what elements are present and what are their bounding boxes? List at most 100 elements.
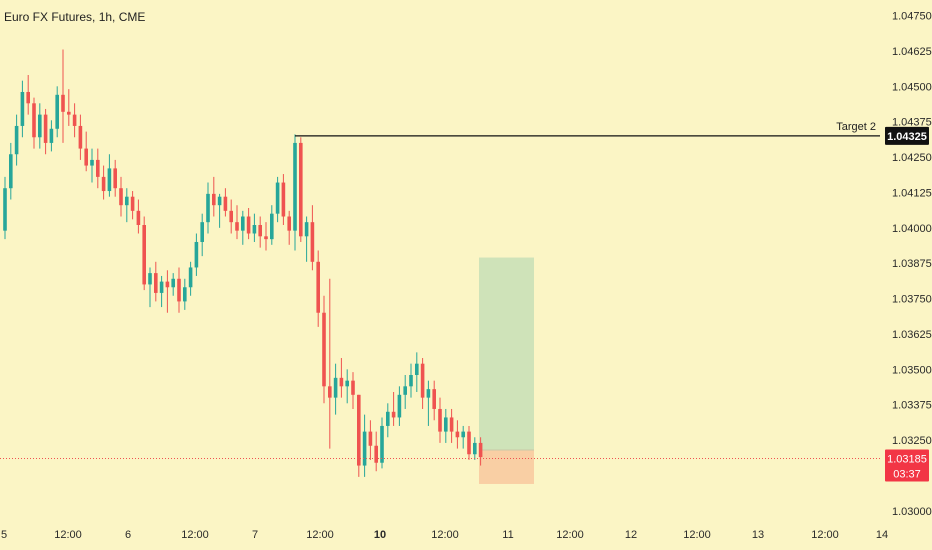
candle-body[interactable] <box>194 241 199 268</box>
candle-body[interactable] <box>246 216 251 234</box>
candle-body[interactable] <box>206 193 210 223</box>
candle-body[interactable] <box>90 159 94 166</box>
candle-body[interactable] <box>154 273 158 293</box>
candle-body[interactable] <box>101 176 106 192</box>
candle-body[interactable] <box>61 94 65 112</box>
candle-body[interactable] <box>241 216 245 231</box>
y-tick-label: 1.04375 <box>892 117 932 129</box>
candle-body[interactable] <box>223 196 228 211</box>
candle-body[interactable] <box>287 216 291 231</box>
candle-body[interactable] <box>212 193 216 206</box>
candle-body[interactable] <box>142 225 146 285</box>
y-tick-label: 1.04250 <box>892 152 932 164</box>
candle-body[interactable] <box>9 154 13 189</box>
candle-body[interactable] <box>78 125 83 149</box>
profit-zone[interactable] <box>479 257 534 450</box>
candle-body[interactable] <box>113 168 117 189</box>
candle-body[interactable] <box>136 210 141 225</box>
candle-body[interactable] <box>229 210 233 223</box>
candle-body[interactable] <box>310 222 315 262</box>
candle-body[interactable] <box>409 375 413 387</box>
candle-body[interactable] <box>119 188 123 206</box>
candle-body[interactable] <box>125 196 129 206</box>
candle-body[interactable] <box>386 411 390 426</box>
candle-body[interactable] <box>49 128 54 143</box>
candle-body[interactable] <box>252 225 257 234</box>
candle-body[interactable] <box>444 417 448 432</box>
candle-body[interactable] <box>264 236 268 240</box>
candle-body[interactable] <box>43 114 48 143</box>
candle-body[interactable] <box>316 261 320 313</box>
candle-body[interactable] <box>339 377 344 387</box>
candle-body[interactable] <box>107 168 112 192</box>
candle-body[interactable] <box>130 196 135 211</box>
candle-body[interactable] <box>362 431 367 466</box>
x-tick-label: 12:00 <box>306 529 334 541</box>
candle-body[interactable] <box>473 442 477 455</box>
x-tick-label: 7 <box>252 529 258 541</box>
candle-body[interactable] <box>20 91 25 126</box>
candle-body[interactable] <box>55 94 59 129</box>
candle-body[interactable] <box>299 142 303 237</box>
candle-body[interactable] <box>351 380 355 395</box>
candle-body[interactable] <box>380 425 384 463</box>
loss-zone[interactable] <box>479 450 534 484</box>
candle-body[interactable] <box>304 222 309 237</box>
candle-body[interactable] <box>183 287 187 302</box>
candle-body[interactable] <box>328 386 332 398</box>
candle-body[interactable] <box>368 431 373 446</box>
x-tick-label: 11 <box>502 529 513 541</box>
candle-body[interactable] <box>3 188 7 231</box>
x-tick-label: 5 <box>1 529 7 541</box>
candle-body[interactable] <box>432 389 436 409</box>
x-tick-label: 13 <box>752 529 764 541</box>
candle-body[interactable] <box>455 431 460 438</box>
candle-body[interactable] <box>275 182 280 214</box>
candle-body[interactable] <box>96 159 100 177</box>
candle-body[interactable] <box>426 389 431 398</box>
candle-body[interactable] <box>270 213 274 240</box>
candle-body[interactable] <box>177 278 181 302</box>
y-tick-label: 1.03000 <box>892 506 932 518</box>
candle-body[interactable] <box>293 142 297 231</box>
y-tick-label: 1.03625 <box>892 329 932 341</box>
candle-body[interactable] <box>438 408 442 432</box>
candle-body[interactable] <box>159 281 164 293</box>
candle-body[interactable] <box>403 386 407 395</box>
candle-body[interactable] <box>374 445 378 463</box>
candle-body[interactable] <box>217 196 222 206</box>
candle-body[interactable] <box>420 363 425 398</box>
candle-body[interactable] <box>67 111 71 115</box>
candle-body[interactable] <box>478 442 483 458</box>
candle-body[interactable] <box>322 312 326 387</box>
candle-body[interactable] <box>258 225 262 237</box>
candle-body[interactable] <box>357 394 361 466</box>
candle-body[interactable] <box>32 103 36 138</box>
x-tick-label: 12:00 <box>811 529 839 541</box>
candle-body[interactable] <box>345 380 349 387</box>
candle-body[interactable] <box>200 222 204 242</box>
candle-body[interactable] <box>84 148 88 166</box>
candle-body[interactable] <box>26 91 30 104</box>
candle-body[interactable] <box>415 363 419 375</box>
candle-body[interactable] <box>188 267 193 288</box>
candle-body[interactable] <box>333 377 338 398</box>
candle-body[interactable] <box>391 411 396 418</box>
candle-body[interactable] <box>165 281 170 288</box>
candle-body[interactable] <box>171 278 175 288</box>
candle-body[interactable] <box>14 125 19 155</box>
candle-body[interactable] <box>397 394 402 418</box>
candle-body[interactable] <box>449 417 454 432</box>
target-price-badge <box>885 126 929 145</box>
candle-body[interactable] <box>72 114 77 126</box>
candle-body[interactable] <box>461 431 465 438</box>
candle-body[interactable] <box>281 182 286 217</box>
x-tick-label: 14 <box>876 529 888 541</box>
candle-body[interactable] <box>148 273 152 285</box>
candle-body[interactable] <box>467 431 471 455</box>
candle-body[interactable] <box>38 114 42 138</box>
candle-body[interactable] <box>235 222 239 231</box>
x-tick-label: 12:00 <box>431 529 459 541</box>
